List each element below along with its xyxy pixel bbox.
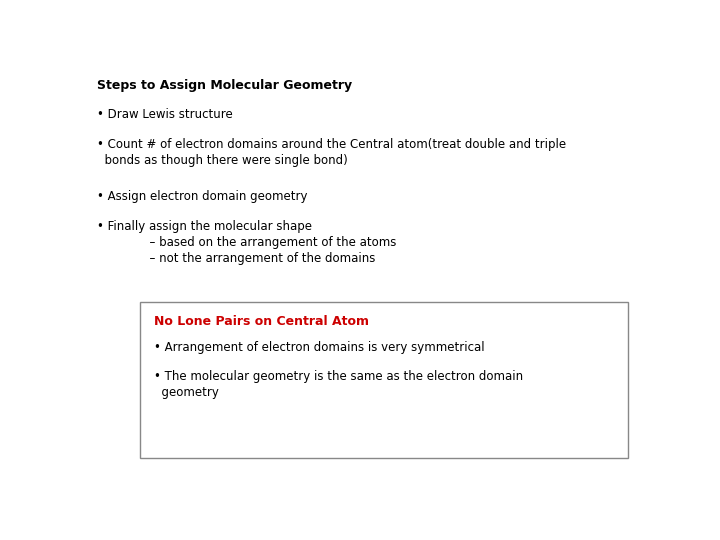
Text: • Arrangement of electron domains is very symmetrical: • Arrangement of electron domains is ver… — [154, 341, 485, 354]
Text: • Draw Lewis structure: • Draw Lewis structure — [96, 109, 233, 122]
Text: No Lone Pairs on Central Atom: No Lone Pairs on Central Atom — [154, 315, 369, 328]
Text: • Count # of electron domains around the Central atom(treat double and triple
  : • Count # of electron domains around the… — [96, 138, 566, 167]
FancyBboxPatch shape — [140, 302, 629, 458]
Text: • Assign electron domain geometry: • Assign electron domain geometry — [96, 190, 307, 203]
Text: Steps to Assign Molecular Geometry: Steps to Assign Molecular Geometry — [96, 79, 352, 92]
Text: • Finally assign the molecular shape
              – based on the arrangement of: • Finally assign the molecular shape – b… — [96, 220, 396, 265]
Text: • The molecular geometry is the same as the electron domain
  geometry: • The molecular geometry is the same as … — [154, 369, 523, 399]
